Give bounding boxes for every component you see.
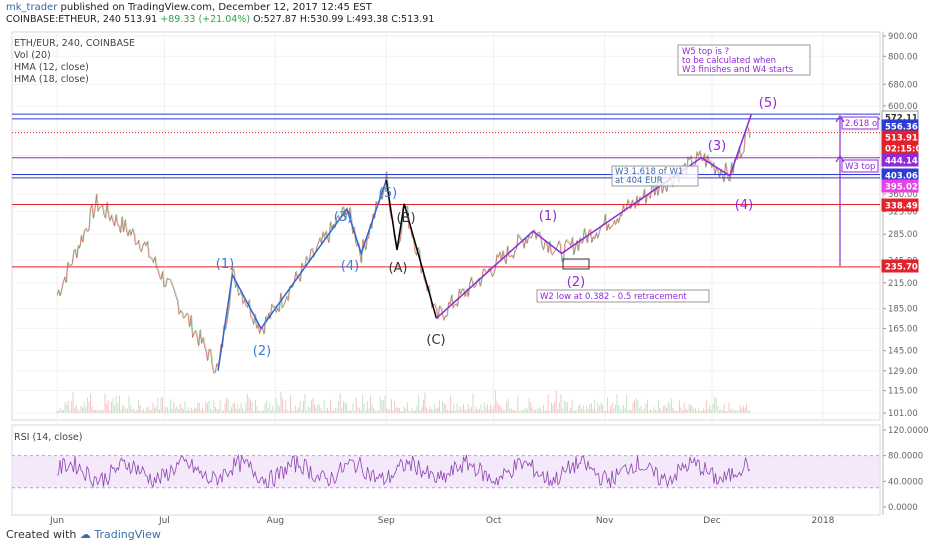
rsi-pane: 120.0000 80.0000 40.0000 0.0000 RSI (14, clo… [11,424,929,516]
w5-note-box [677,44,811,76]
x-tick-label: Sep [378,516,395,526]
price-tag-label: 338.49 [885,202,918,212]
rsi-tick-label: 120.0000 [888,426,929,436]
wave-label-abc: (C) [426,333,445,348]
fib-2618-text: 2.618 o [845,119,877,129]
x-tick-label: Aug [267,516,285,526]
price-tick-label: 325.00 [888,208,918,218]
legend-symbol: ETH/EUR, 240, COINBASE [14,38,135,49]
price-tick-label: 165.00 [888,324,918,334]
publish-header: mk_trader published on TradingView.com, … [6,2,372,13]
arrow-head-w5 [835,114,845,123]
legend-hma12[interactable]: HMA (12, close) [14,62,89,73]
w5-note-text: W3 finishes and W4 starts [682,65,794,75]
symbol-text: COINBASE:ETHEUR, 240 [6,14,121,25]
price-tag-label: 572.11 [885,114,918,124]
price-tick-label: 360.00 [888,190,918,200]
w2-note-box [536,289,710,303]
price-tick-label: 285.00 [888,230,918,240]
wave-label-blue: (4) [341,259,359,274]
price-tag-label: 444.14 [885,157,918,167]
price-tag-label: 513.91 [885,134,918,144]
price-tick-label: 129.00 [888,367,918,377]
rsi-tick-label: 0.0000 [888,503,918,513]
price-tick-label: 185.00 [888,305,918,315]
price-tag [881,179,919,193]
x-tick-label: Jun [49,516,64,526]
price-tag-label: 02:15:03 [885,145,927,155]
wave-label-purple: (3) [708,139,726,154]
quote-header: COINBASE:ETHEUR, 240 513.91 +89.33 (+21.… [6,14,434,25]
wave-label-blue: (3) [334,210,352,225]
price-tag-label: 403.06 [885,172,918,182]
wave-series-0 [217,179,388,371]
chart-legend: ETH/EUR, 240, COINBASE Vol (20) HMA (12,… [14,38,135,86]
price-tick-label: 600.00 [888,102,918,112]
author-name[interactable]: mk_trader [6,2,58,13]
price-tick-label: 145.00 [888,347,918,357]
rsi-tick-label: 80.0000 [888,452,923,462]
w3-top-text: W3 top [845,162,875,172]
tradingview-logo-icon[interactable]: ☁ [79,528,91,541]
brand-name[interactable]: TradingView [94,528,161,541]
w3-fib-text: at 404 EUR [615,176,663,186]
wave-label-purple: (2) [567,275,585,290]
rsi-label: RSI (14, close) [14,432,82,443]
price-tag [881,198,919,212]
x-tick-label: Jul [158,516,170,526]
x-tick-label: Oct [486,516,502,526]
ohlc-text: O:527.87 H:530.99 L:493.38 C:513.91 [253,14,435,25]
wave-label-purple: (5) [759,96,777,111]
legend-hma18[interactable]: HMA (18, close) [14,74,89,85]
w2-note-text: W2 low at 0.382 - 0.5 retracement [540,292,687,302]
price-tag [881,153,919,167]
last-price: 513.91 [123,14,158,25]
main-pane-frame [11,31,881,421]
wave-series-2 [435,113,753,319]
w5-note-text: to be calculated when [682,56,776,66]
price-tick-label: 800.00 [888,52,918,62]
price-tick-label: 215.00 [888,279,918,289]
wave-label-abc: (A) [388,261,407,276]
wave-series-1 [385,179,438,319]
wave-label-purple: (1) [539,209,557,224]
w3-fib-text: W3 1.618 of W1 [615,167,683,177]
rsi-tick-label: 40.0000 [888,477,923,487]
x-tick-label: 2018 [812,516,835,526]
price-tag-label: 556.36 [885,123,918,133]
x-tick-label: Nov [596,516,614,526]
w3-top-box [841,159,879,173]
created-with-text: Created with [6,528,77,541]
price-tag [881,259,919,273]
published-text: published on TradingView.com, December 1… [60,2,372,13]
x-tick-label: Dec [703,516,720,526]
rsi-band [12,455,880,488]
price-tick-label: 900.00 [888,32,918,42]
price-tick-label: 101.00 [888,409,918,419]
main-pane: Jun Jul Aug Sep Oct Nov Dec 2018 900.00 800.00 680… [11,31,927,526]
wave-label-abc: (B) [396,211,415,226]
w3-fib-box [611,165,699,187]
arrow-head-w3 [835,154,845,163]
change-text: +89.33 (+21.04%) [160,14,251,25]
wave-label-purple: (4) [735,198,753,213]
wave-label-blue: (2) [253,344,271,359]
wave-label-blue: (1) [216,257,234,272]
fib-2618-box [841,116,879,130]
footer: Created with ☁ TradingView [6,528,161,541]
rsi-line [56,453,751,489]
w5-note-text: W5 top is ? [682,47,729,57]
price-tick-label: 680.00 [888,80,918,90]
legend-vol[interactable]: Vol (20) [14,50,51,61]
price-tick-label: 115.00 [888,387,918,397]
price-tag-label: 235.70 [885,263,918,273]
wave-label-blue: (5) [379,186,397,201]
price-tag-label: 395.02 [885,183,918,193]
w2-box [562,258,590,270]
